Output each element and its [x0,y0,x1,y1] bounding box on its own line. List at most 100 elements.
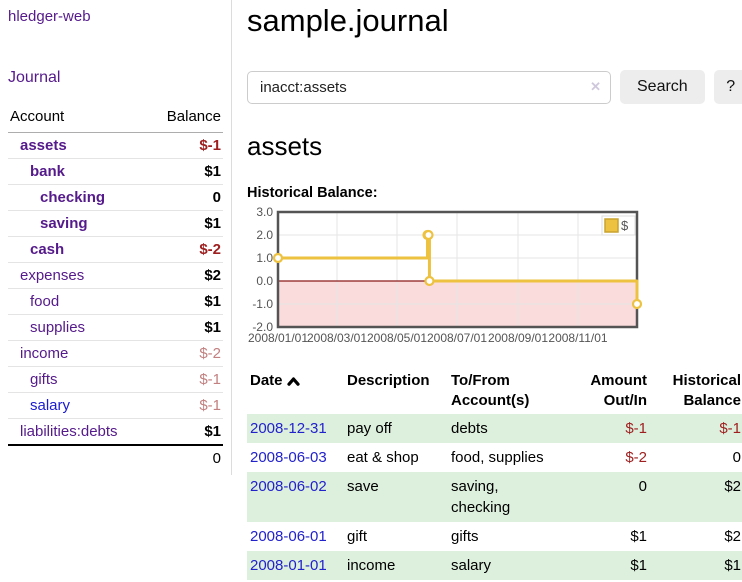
journal-nav: Journal [8,69,223,87]
account-balance: $2 [204,267,221,284]
transaction-date-link[interactable]: 2008-12-31 [250,419,327,437]
svg-text:2008/11/01: 2008/11/01 [548,331,607,345]
transaction-balance: $2 [724,477,741,495]
svg-text:2008/01/01: 2008/01/01 [248,331,308,345]
transaction-amount: $-1 [625,419,647,437]
transaction-accounts: salary [451,556,492,574]
transaction-date-link[interactable]: 2008-01-01 [250,556,327,574]
transaction-accounts: food, supplies [451,448,544,466]
account-balance: $-1 [199,371,221,388]
transaction-amount: $1 [630,527,647,545]
clear-search-icon[interactable]: ✕ [590,78,601,94]
account-row: food $1 [8,288,223,315]
svg-text:2.0: 2.0 [256,228,273,242]
search-box: ✕ [247,70,611,104]
transaction-accounts: gifts [451,527,479,545]
chart-container: $3.0 2.0 1.0 0.0 -1.0 -2.0 2008/01/01 2008/03/0… [247,205,742,347]
transaction-date-link[interactable]: 2008-06-03 [250,448,327,466]
accounts-header-account: Account [8,106,150,133]
register-row: 2008-06-01 gift gifts $1 $2 [247,522,742,551]
accounts-total-value: 0 [8,444,223,473]
account-balance: $-2 [199,345,221,362]
account-link[interactable]: assets [20,137,67,154]
accounts-header-row: Account Balance [8,106,223,133]
account-link[interactable]: salary [30,397,71,414]
svg-text:3.0: 3.0 [256,205,273,219]
svg-text:2008/03/01: 2008/03/01 [307,331,367,345]
account-balance: $-1 [199,137,221,154]
account-row: supplies $1 [8,314,223,341]
register-header-amount: Amount Out/In [590,372,647,410]
register-row: 2008-06-03 eat & shop food, supplies $-2… [247,443,742,472]
accounts-total-row: 0 [8,444,223,473]
account-link[interactable]: expenses [20,267,85,284]
sort-ascending-icon [286,372,300,392]
svg-text:2008/07/01: 2008/07/01 [427,331,487,345]
journal-link[interactable]: Journal [8,69,61,86]
svg-text:2008/09/01: 2008/09/01 [488,331,548,345]
register-row: 2008-06-02 save saving, checking 0 $2 [247,471,742,522]
transaction-balance: $2 [724,527,741,545]
account-balance: $1 [204,319,221,336]
account-row: salary $-1 [8,392,223,419]
transaction-balance: 0 [732,448,741,466]
help-button[interactable]: ? [713,70,742,104]
transaction-description: income [347,556,396,574]
account-row: bank $1 [8,158,223,185]
chart-title: Historical Balance: [247,185,378,201]
transaction-description: pay off [347,419,392,437]
app-title: hledger-web [8,8,223,25]
transaction-accounts: saving, checking [451,477,511,516]
account-row: cash $-2 [8,236,223,263]
account-balance: 0 [212,189,221,206]
transaction-description: eat & shop [347,448,419,466]
account-link[interactable]: checking [40,189,106,206]
account-balance: $-1 [199,397,221,414]
account-row: income $-2 [8,340,223,367]
account-link[interactable]: income [20,345,69,362]
account-heading: assets [247,131,323,161]
search-input[interactable] [247,70,611,104]
transaction-date-link[interactable]: 2008-06-01 [250,527,327,545]
svg-text:$: $ [621,218,629,233]
account-link[interactable]: food [30,293,60,310]
account-link[interactable]: saving [40,215,88,232]
transaction-amount: $1 [630,556,647,574]
transaction-description: save [347,477,379,495]
svg-text:-2.0: -2.0 [252,320,273,334]
account-row: checking 0 [8,184,223,211]
register-row: 2008-01-01 income salary $1 $1 [247,550,742,580]
sidebar: hledger-web Journal Account Balance asse… [0,0,232,475]
register-table: Date Description To/From Account(s) Amou… [247,369,742,580]
transaction-date-link[interactable]: 2008-06-02 [250,477,327,495]
app-title-link[interactable]: hledger-web [8,8,91,25]
transaction-balance: $1 [724,556,741,574]
account-row: liabilities:debts $1 [8,418,223,446]
account-balance: $1 [204,163,221,180]
account-balance: $-2 [199,241,221,258]
register-header-row: Date Description To/From Account(s) Amou… [247,369,742,414]
register-header-date[interactable]: Date [247,369,344,414]
account-link[interactable]: liabilities:debts [20,423,118,440]
transaction-description: gift [347,527,368,545]
register-row: 2008-12-31 pay off debts $-1 $-1 [247,413,742,443]
account-link[interactable]: supplies [30,319,86,336]
account-balance: $1 [204,293,221,310]
transaction-balance: $-1 [719,419,741,437]
account-row: expenses $2 [8,262,223,289]
search-button[interactable]: Search [620,70,705,104]
accounts-table: Account Balance assets $-1 bank $1 check… [8,106,223,473]
svg-text:1.0: 1.0 [256,251,273,265]
account-link[interactable]: cash [30,241,65,258]
register-header-description: Description [347,372,430,389]
account-link[interactable]: gifts [30,371,58,388]
accounts-header-balance: Balance [149,106,223,133]
svg-text:2008/05/01: 2008/05/01 [367,331,427,345]
account-link[interactable]: bank [30,163,66,180]
transaction-accounts: debts [451,419,488,437]
search-form: ✕ Search ? [247,70,742,104]
page-title: sample.journal [247,3,449,38]
main-content: sample.journal ✕ Search ? assets Histori… [232,0,742,580]
svg-text:0.0: 0.0 [256,274,273,288]
